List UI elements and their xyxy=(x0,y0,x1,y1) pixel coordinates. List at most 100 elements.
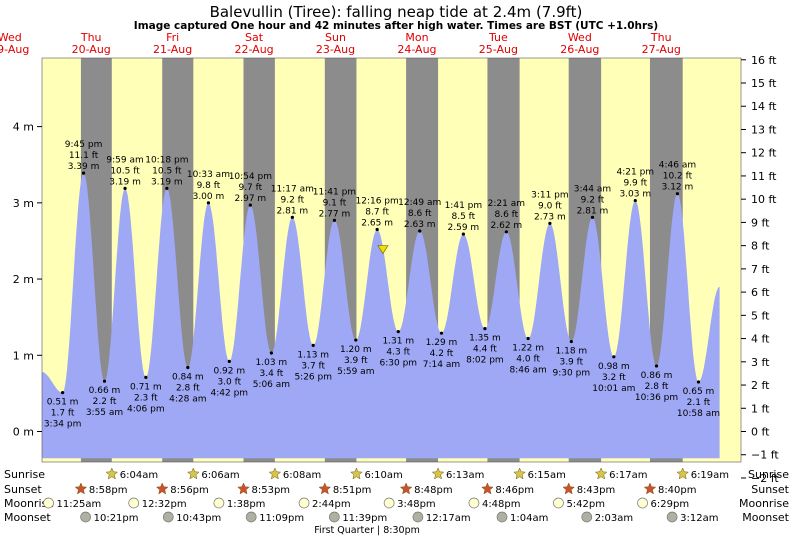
high-tide-feet: 8.7 ft xyxy=(365,208,389,218)
day-name: Mon xyxy=(405,31,428,44)
moonrise-time: 1:38pm xyxy=(227,499,266,510)
high-tide-feet: 9.1 ft xyxy=(323,198,347,208)
low-tide-time: 5:06 am xyxy=(253,380,290,390)
sunset-icon xyxy=(318,482,332,495)
low-tide-height: 0.86 m xyxy=(641,371,673,381)
y-right-tick-label: 15 ft xyxy=(751,77,777,90)
low-tide-height: 0.65 m xyxy=(683,387,715,397)
high-point xyxy=(248,203,252,207)
high-tide-feet: 8.5 ft xyxy=(452,212,476,222)
moonrise-icon xyxy=(43,497,54,509)
high-tide-time: 4:21 pm xyxy=(617,168,655,178)
moonset-icon xyxy=(328,511,340,523)
sunset-row-label-left: Sunset xyxy=(4,483,42,496)
sunset-icon xyxy=(562,482,576,495)
low-point xyxy=(654,364,659,368)
high-tide-time: 10:54 pm xyxy=(229,172,272,182)
low-tide-height: 1.35 m xyxy=(469,334,501,344)
day-date: 20-Aug xyxy=(72,43,111,56)
high-tide-height: 3.19 m xyxy=(109,177,141,187)
sunrise-icon xyxy=(268,467,282,480)
current-tide-marker xyxy=(377,245,389,255)
moonrise-time: 4:48pm xyxy=(482,499,521,510)
low-tide-feet: 3.2 ft xyxy=(602,373,626,383)
low-tide-feet: 4.4 ft xyxy=(473,345,497,355)
low-tide-height: 0.92 m xyxy=(213,366,245,376)
low-tide-time: 8:46 am xyxy=(509,366,546,376)
high-point xyxy=(290,215,294,219)
day-date: 25-Aug xyxy=(479,43,518,56)
moonset-time: 10:21pm xyxy=(94,513,139,524)
chart-title: Balevullin (Tiree): falling neap tide at… xyxy=(210,3,583,21)
high-tide-height: 2.81 m xyxy=(277,206,309,216)
high-tide-time: 12:49 am xyxy=(398,198,441,208)
moonrise-icon xyxy=(553,497,564,509)
moonset-icon xyxy=(162,511,174,523)
low-point xyxy=(354,338,358,342)
high-tide-feet: 11.1 ft xyxy=(69,151,99,161)
sunset-time: 8:51pm xyxy=(333,485,372,496)
high-tide-height: 2.73 m xyxy=(534,212,566,222)
moonrise-icon xyxy=(637,497,648,509)
high-point xyxy=(81,171,86,175)
high-tide-time: 3:44 am xyxy=(574,184,611,194)
low-tide-feet: 4.0 ft xyxy=(516,355,540,365)
sunrise-icon xyxy=(513,467,526,480)
high-tide-time: 2:21 am xyxy=(488,199,525,209)
sunset-icon xyxy=(643,482,657,495)
moonrise-time: 3:48pm xyxy=(397,499,436,510)
day-date: 24-Aug xyxy=(397,43,436,56)
day-name: Thu xyxy=(650,31,672,44)
high-tide-height: 2.59 m xyxy=(448,223,480,233)
sunset-icon xyxy=(74,482,88,495)
day-name: Wed xyxy=(0,31,22,44)
high-tide-time: 9:45 pm xyxy=(65,140,103,150)
sunrise-row-label-left: Sunrise xyxy=(4,468,45,481)
high-tide-height: 3.12 m xyxy=(662,183,694,193)
low-point xyxy=(396,330,400,334)
sunset-icon xyxy=(399,482,413,495)
high-tide-height: 2.65 m xyxy=(361,219,393,229)
low-point xyxy=(612,355,616,359)
low-point xyxy=(186,365,190,370)
low-tide-time: 10:58 am xyxy=(677,409,720,419)
sunrise-time: 6:19am xyxy=(691,470,729,481)
high-tide-height: 3.39 m xyxy=(68,162,100,172)
moonrise-time: 11:25am xyxy=(57,499,102,510)
moonset-time: 11:09pm xyxy=(259,513,304,524)
y-right-tick-label: −2 ft xyxy=(751,472,779,485)
low-tide-height: 1.03 m xyxy=(256,358,288,368)
day-date: 26-Aug xyxy=(560,43,599,56)
low-point xyxy=(227,359,231,363)
high-tide-time: 11:41 pm xyxy=(313,187,356,197)
moonrise-time: 2:44pm xyxy=(312,499,351,510)
low-point xyxy=(696,380,701,384)
moonrise-icon xyxy=(213,497,225,509)
moonset-time: 2:03am xyxy=(595,513,633,524)
high-tide-feet: 10.2 ft xyxy=(663,172,693,182)
day-name: Thu xyxy=(80,31,102,44)
low-tide-time: 9:30 pm xyxy=(553,369,591,379)
moonset-icon xyxy=(581,511,593,523)
day-date: 21-Aug xyxy=(153,43,192,56)
sunset-icon xyxy=(155,482,169,495)
high-tide-feet: 10.5 ft xyxy=(152,166,182,176)
low-tide-height: 0.51 m xyxy=(47,398,79,408)
sunset-time: 8:56pm xyxy=(170,485,209,496)
high-tide-height: 3.19 m xyxy=(151,177,183,187)
moonset-icon xyxy=(245,511,257,523)
y-right-tick-label: 3 ft xyxy=(751,356,770,369)
high-tide-feet: 9.9 ft xyxy=(623,179,647,189)
high-tide-feet: 9.2 ft xyxy=(280,195,304,205)
sunrise-time: 6:10am xyxy=(364,470,402,481)
sunrise-time: 6:17am xyxy=(609,470,647,481)
sunset-time: 8:43pm xyxy=(577,485,616,496)
moonset-row-label-left: Moonset xyxy=(4,511,51,524)
y-right-tick-label: 12 ft xyxy=(751,147,777,160)
y-right-tick-label: 16 ft xyxy=(751,54,777,67)
high-point xyxy=(123,186,127,190)
low-tide-feet: 2.1 ft xyxy=(687,398,711,408)
sunset-time: 8:48pm xyxy=(414,485,453,496)
low-tide-feet: 3.7 ft xyxy=(301,361,325,371)
